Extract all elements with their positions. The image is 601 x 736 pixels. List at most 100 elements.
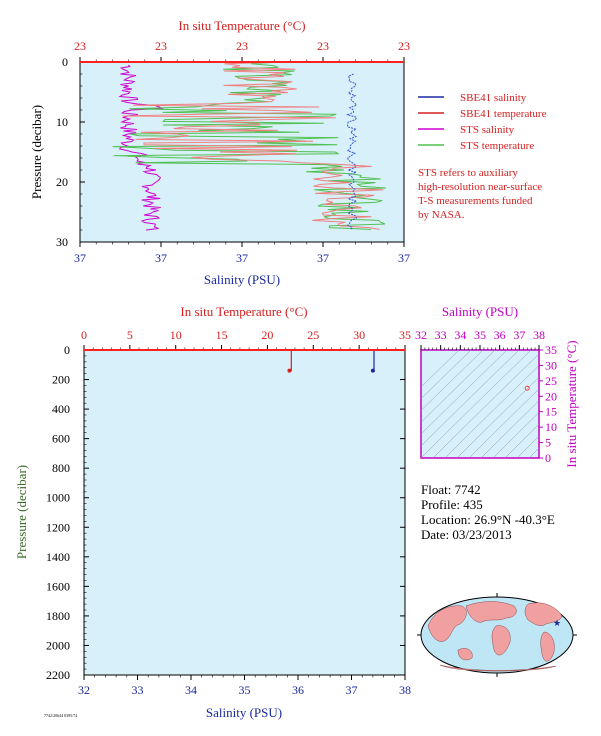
main-chart-top-axis-label: In situ Temperature (°C) (180, 304, 307, 319)
main-plot-area (83, 349, 406, 676)
ts-density-contour (480, 400, 539, 458)
ts-density-contour (516, 435, 539, 458)
legend-entry-sts-salinity: STS salinity (460, 124, 515, 136)
float-location-marker: ★ (553, 618, 561, 628)
ts-right-tick-label: 15 (545, 405, 557, 419)
main-chart-y-tick-label: 2000 (46, 638, 70, 652)
ts-top-tick-label: 38 (533, 328, 545, 342)
main-chart-y-tick-label: 800 (52, 461, 70, 475)
main-chart-y-tick-label: 1800 (46, 609, 70, 623)
sts-salinity-line (118, 64, 164, 231)
ts-density-contour (456, 376, 539, 458)
ts-right-tick-label: 30 (545, 358, 557, 372)
legend-entry-sts-temperature: STS temperature (460, 140, 534, 152)
legend-entry-sbe41-temperature: SBE41 temperature (460, 108, 547, 120)
ts-density-contour (421, 350, 520, 447)
main-chart-top-tick-label: 30 (353, 328, 365, 342)
top-chart-top-tick-label: 23 (236, 39, 248, 53)
float-number: Float: 7742 (421, 482, 481, 497)
main-chart-top-ticks: 0 5 10 15 20 25 30 35 (81, 328, 411, 350)
ts-top-tick-label: 34 (454, 328, 466, 342)
legend: SBE41 salinity SBE41 temperature STS sal… (418, 92, 547, 221)
top-chart-top-ticks: 23 23 23 23 23 (74, 39, 410, 62)
top-chart: In situ Temperature (°C) 23 23 23 23 23 37 37… (29, 18, 410, 287)
main-chart-bottom-tick-label: 36 (292, 683, 304, 697)
ts-right-tick-label: 35 (545, 343, 557, 357)
ts-right-tick-label: 20 (545, 389, 557, 403)
ts-density-contour (468, 388, 539, 458)
main-chart-y-tick-label: 1400 (46, 550, 70, 564)
top-chart-profiles (112, 61, 387, 231)
main-chart-y-tick-label: 1000 (46, 491, 70, 505)
ts-top-tick-label: 37 (513, 328, 525, 342)
ts-density-contour (421, 350, 532, 458)
main-chart-y-tick-label: 600 (52, 432, 70, 446)
main-chart-top-tick-label: 25 (307, 328, 319, 342)
main-chart-bottom-tick-label: 35 (239, 683, 251, 697)
ts-right-tick-label: 25 (545, 374, 557, 388)
main-chart-top-tick-label: 20 (261, 328, 273, 342)
location: Location: 26.9°N -40.3°E (421, 512, 555, 527)
main-chart-y-tick-label: 1200 (46, 520, 70, 534)
ts-points (524, 385, 530, 391)
ts-top-axis-label: Salinity (PSU) (442, 304, 518, 319)
footer-code: 7742/20644 0395/74 (44, 713, 77, 718)
main-chart-top-tick-label: 0 (81, 328, 87, 342)
map-graticule (417, 593, 577, 677)
main-chart-y-tick-label: 200 (52, 373, 70, 387)
ts-right-tick-label: 10 (545, 420, 557, 434)
legend-note-line-1: STS refers to auxiliary (418, 167, 518, 179)
ts-right-tick-label: 0 (545, 451, 551, 465)
main-chart-bottom-tick-label: 37 (346, 683, 358, 697)
top-chart-y-tick-label: 30 (56, 235, 68, 249)
ts-density-contour (528, 447, 539, 458)
main-chart-y-tick-label: 400 (52, 402, 70, 416)
main-chart-top-tick-label: 5 (127, 328, 133, 342)
ts-point (524, 385, 530, 391)
profile-number: Profile: 435 (421, 497, 483, 512)
main-chart-series (287, 350, 375, 373)
sbe41-salinity-line (345, 73, 359, 231)
legend-entry-sbe41-salinity: SBE41 salinity (460, 92, 527, 104)
main-chart-top-tick-label: 15 (216, 328, 228, 342)
ts-density-contour (421, 350, 508, 435)
main-chart-bottom-ticks: 32 33 34 35 36 37 38 (78, 675, 411, 697)
top-chart-bottom-tick-label: 37 (317, 251, 329, 265)
ts-right-tick-label: 5 (545, 436, 551, 450)
map-land (427, 601, 563, 672)
main-chart-bottom-axis-label: Salinity (PSU) (206, 705, 282, 720)
top-chart-bottom-tick-label: 37 (236, 251, 248, 265)
ts-top-tick-label: 33 (435, 328, 447, 342)
top-chart-top-axis-label: In situ Temperature (°C) (178, 18, 305, 33)
ts-top-tick-label: 36 (494, 328, 506, 342)
ts-density-contour (492, 412, 539, 458)
ts-density-contour (421, 350, 484, 411)
top-chart-bottom-tick-label: 37 (74, 251, 86, 265)
main-chart-y-tick-label: 0 (64, 343, 70, 357)
date: Date: 03/23/2013 (421, 527, 512, 542)
top-chart-bottom-tick-label: 37 (155, 251, 167, 265)
top-chart-top-tick-label: 23 (155, 39, 167, 53)
ts-right-axis-label: In situ Temperature (°C) (564, 340, 579, 467)
ts-density-contour (504, 423, 539, 458)
ts-density-contour (421, 350, 496, 423)
main-chart-y-tick-label: 1600 (46, 579, 70, 593)
legend-note-line-4: by NASA. (418, 209, 465, 221)
top-chart-bottom-tick-label: 37 (398, 251, 410, 265)
ts-density-contour (421, 350, 472, 400)
main-chart-y-tick-label: 2200 (46, 668, 70, 682)
top-chart-y-tick-label: 20 (56, 175, 68, 189)
world-map: ★ (417, 593, 577, 677)
main-chart-y-ticks: 0 200 400 600 800 1000 1200 1400 1600 1800 2000 220… (46, 343, 405, 682)
main-chart: In situ Temperature (°C) 0 5 10 15 20 25 30 35 … (14, 304, 411, 720)
main-chart-top-tick-label: 35 (399, 328, 411, 342)
salinity-profile-end-point (370, 368, 375, 373)
top-chart-top-tick-label: 23 (74, 39, 86, 53)
legend-note-line-3: T-S measurements funded (418, 195, 533, 207)
top-chart-y-tick-label: 10 (56, 115, 68, 129)
main-chart-bottom-tick-label: 33 (132, 683, 144, 697)
main-chart-bottom-tick-label: 34 (185, 683, 197, 697)
